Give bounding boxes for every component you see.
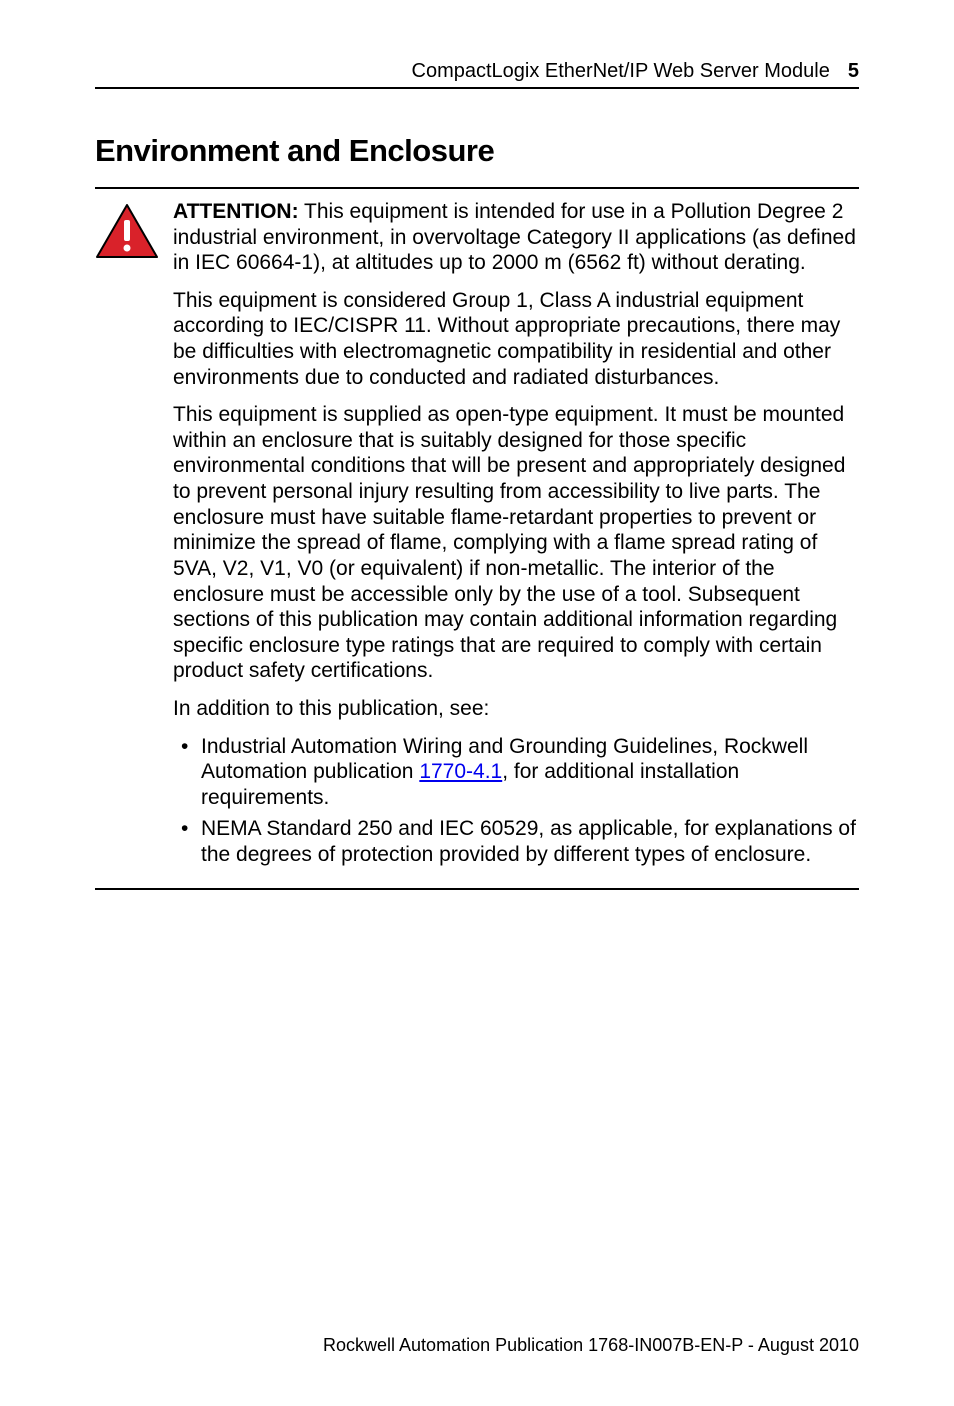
attention-para-3: This equipment is supplied as open-type … (173, 402, 859, 684)
publication-link[interactable]: 1770-4.1 (419, 760, 502, 783)
attention-para-2: This equipment is considered Group 1, Cl… (173, 288, 859, 390)
section-title: Environment and Enclosure (95, 133, 859, 169)
attention-para-1: ATTENTION: This equipment is intended fo… (173, 199, 859, 276)
page-header: CompactLogix EtherNet/IP Web Server Modu… (95, 60, 859, 89)
header-title: CompactLogix EtherNet/IP Web Server Modu… (412, 60, 830, 83)
list-item: Industrial Automation Wiring and Groundi… (173, 734, 859, 811)
attention-label: ATTENTION: (173, 200, 299, 223)
page-container: CompactLogix EtherNet/IP Web Server Modu… (0, 0, 954, 1406)
page-footer: Rockwell Automation Publication 1768-IN0… (323, 1335, 859, 1356)
page-number: 5 (848, 60, 859, 83)
attention-block: ATTENTION: This equipment is intended fo… (95, 187, 859, 890)
bullet-text-pre: NEMA Standard 250 and IEC 60529, as appl… (201, 817, 856, 866)
attention-content: ATTENTION: This equipment is intended fo… (173, 199, 859, 874)
attention-para-4: In addition to this publication, see: (173, 696, 859, 722)
bullet-list: Industrial Automation Wiring and Groundi… (173, 734, 859, 868)
list-item: NEMA Standard 250 and IEC 60529, as appl… (173, 816, 859, 867)
warning-triangle-icon (95, 203, 159, 259)
icon-column (95, 199, 173, 874)
